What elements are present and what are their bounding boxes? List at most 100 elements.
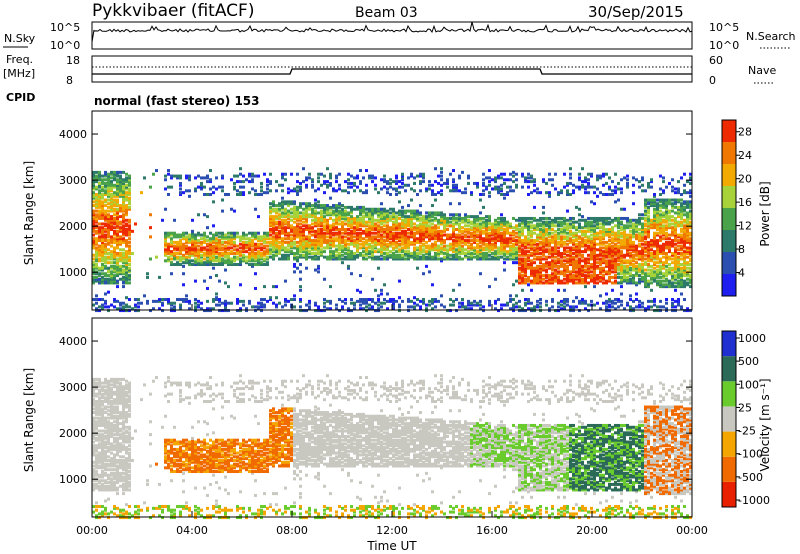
power-cell [110,235,113,239]
power-cell [317,224,320,228]
power-cell [128,218,131,222]
power-cell [407,218,410,222]
power-cell [482,172,485,176]
power-cell [317,309,320,313]
power-cell [392,213,395,217]
power-cell [473,240,476,244]
power-cell [125,172,128,176]
power-cell [449,244,452,248]
power-cell [536,242,539,246]
power-cell [125,213,128,217]
power-cell [224,233,227,237]
power-cell [416,237,419,241]
power-cell [461,170,464,174]
power-cell [599,294,602,298]
power-cell [230,178,233,182]
power-cell [278,257,281,261]
power-cell [104,237,107,241]
power-cell [494,244,497,248]
power-cell [122,251,125,255]
power-cell [431,242,434,246]
power-cell [563,228,566,232]
power-cell [461,257,464,261]
power-cell [467,239,470,243]
power-cell [338,239,341,243]
power-cell [335,209,338,213]
power-cell [113,253,116,257]
power-cell [329,257,332,261]
power-cell [617,272,620,276]
power-cell [473,237,476,241]
power-cell [368,246,371,250]
power-cell [353,183,356,187]
power-cell [470,226,473,230]
power-cell [545,239,548,243]
power-cell [212,233,215,237]
power-cell [434,240,437,244]
power-cell [281,242,284,246]
power-cell [341,244,344,248]
power-cell [395,255,398,259]
power-cell [608,263,611,267]
power-cell [92,180,95,184]
power-cell [113,231,116,235]
power-cell [221,259,224,263]
power-cell [593,191,596,195]
power-cell [389,185,392,189]
power-cell [407,255,410,259]
power-cell [269,205,272,209]
power-cell [578,257,581,261]
power-cell [98,279,101,283]
power-cell [371,216,374,220]
power-cell [431,222,434,226]
power-cell [110,205,113,209]
power-cell [293,264,296,268]
power-cell [602,251,605,255]
power-cell [512,244,515,248]
power-cell [116,209,119,213]
power-cell [605,240,608,244]
power-cell [233,244,236,248]
power-cell [386,228,389,232]
power-cell [533,253,536,257]
power-cell [533,309,536,313]
power-cell [107,191,110,195]
power-cell [461,237,464,241]
power-cell [458,176,461,180]
power-cell [515,279,518,283]
power-cell [617,226,620,230]
power-cell [620,257,623,261]
power-cell [608,192,611,196]
power-cell [461,301,464,305]
power-cell [383,229,386,233]
power-cell [242,257,245,261]
power-cell [272,246,275,250]
power-cell [104,222,107,226]
power-cell [98,274,101,278]
power-cell [95,192,98,196]
power-cell [341,250,344,254]
power-cell [128,183,131,187]
power-cell [449,202,452,206]
power-cell [608,279,611,283]
power-cell [314,253,317,257]
power-cell [368,255,371,259]
power-cell [557,261,560,265]
power-cell [596,218,599,222]
power-cell [557,216,560,220]
power-cell [458,215,461,219]
power-cell [368,226,371,230]
power-cell [119,189,122,193]
power-cell [584,187,587,191]
power-cell [599,266,602,270]
power-cell [548,251,551,255]
power-cell [383,216,386,220]
power-cell [614,246,617,250]
power-cell [347,266,350,270]
power-cell [479,226,482,230]
power-cell [296,172,299,176]
power-cell [551,224,554,228]
power-cell [314,202,317,206]
power-cell [107,309,110,313]
